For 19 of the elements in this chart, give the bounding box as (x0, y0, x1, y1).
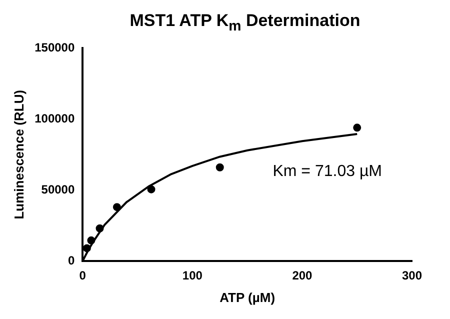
chart-title: MST1 ATP K$_{m}$ Determination (128, 10, 362, 36)
y-tick-label: 50000 (41, 182, 75, 196)
x-tick-label: 300 (402, 268, 422, 283)
point (353, 124, 362, 132)
x-axis-title: ATP (µM) (220, 290, 276, 305)
point (112, 203, 121, 212)
y-tick-label: 0 (68, 253, 75, 268)
x-tick-label: 200 (292, 268, 313, 283)
point (87, 236, 96, 244)
x-tick-label: 100 (182, 268, 203, 283)
point (147, 185, 156, 194)
y-tick-label: 150000 (34, 40, 75, 55)
y-axis-title: Luminescence (RLU) (11, 90, 26, 220)
point (216, 163, 224, 172)
point (82, 244, 91, 252)
y-tick-label: 100000 (34, 111, 75, 126)
annotation: Km = 71.03 µM (272, 163, 382, 180)
x-tick-label: 0 (79, 268, 86, 283)
point (96, 224, 104, 232)
